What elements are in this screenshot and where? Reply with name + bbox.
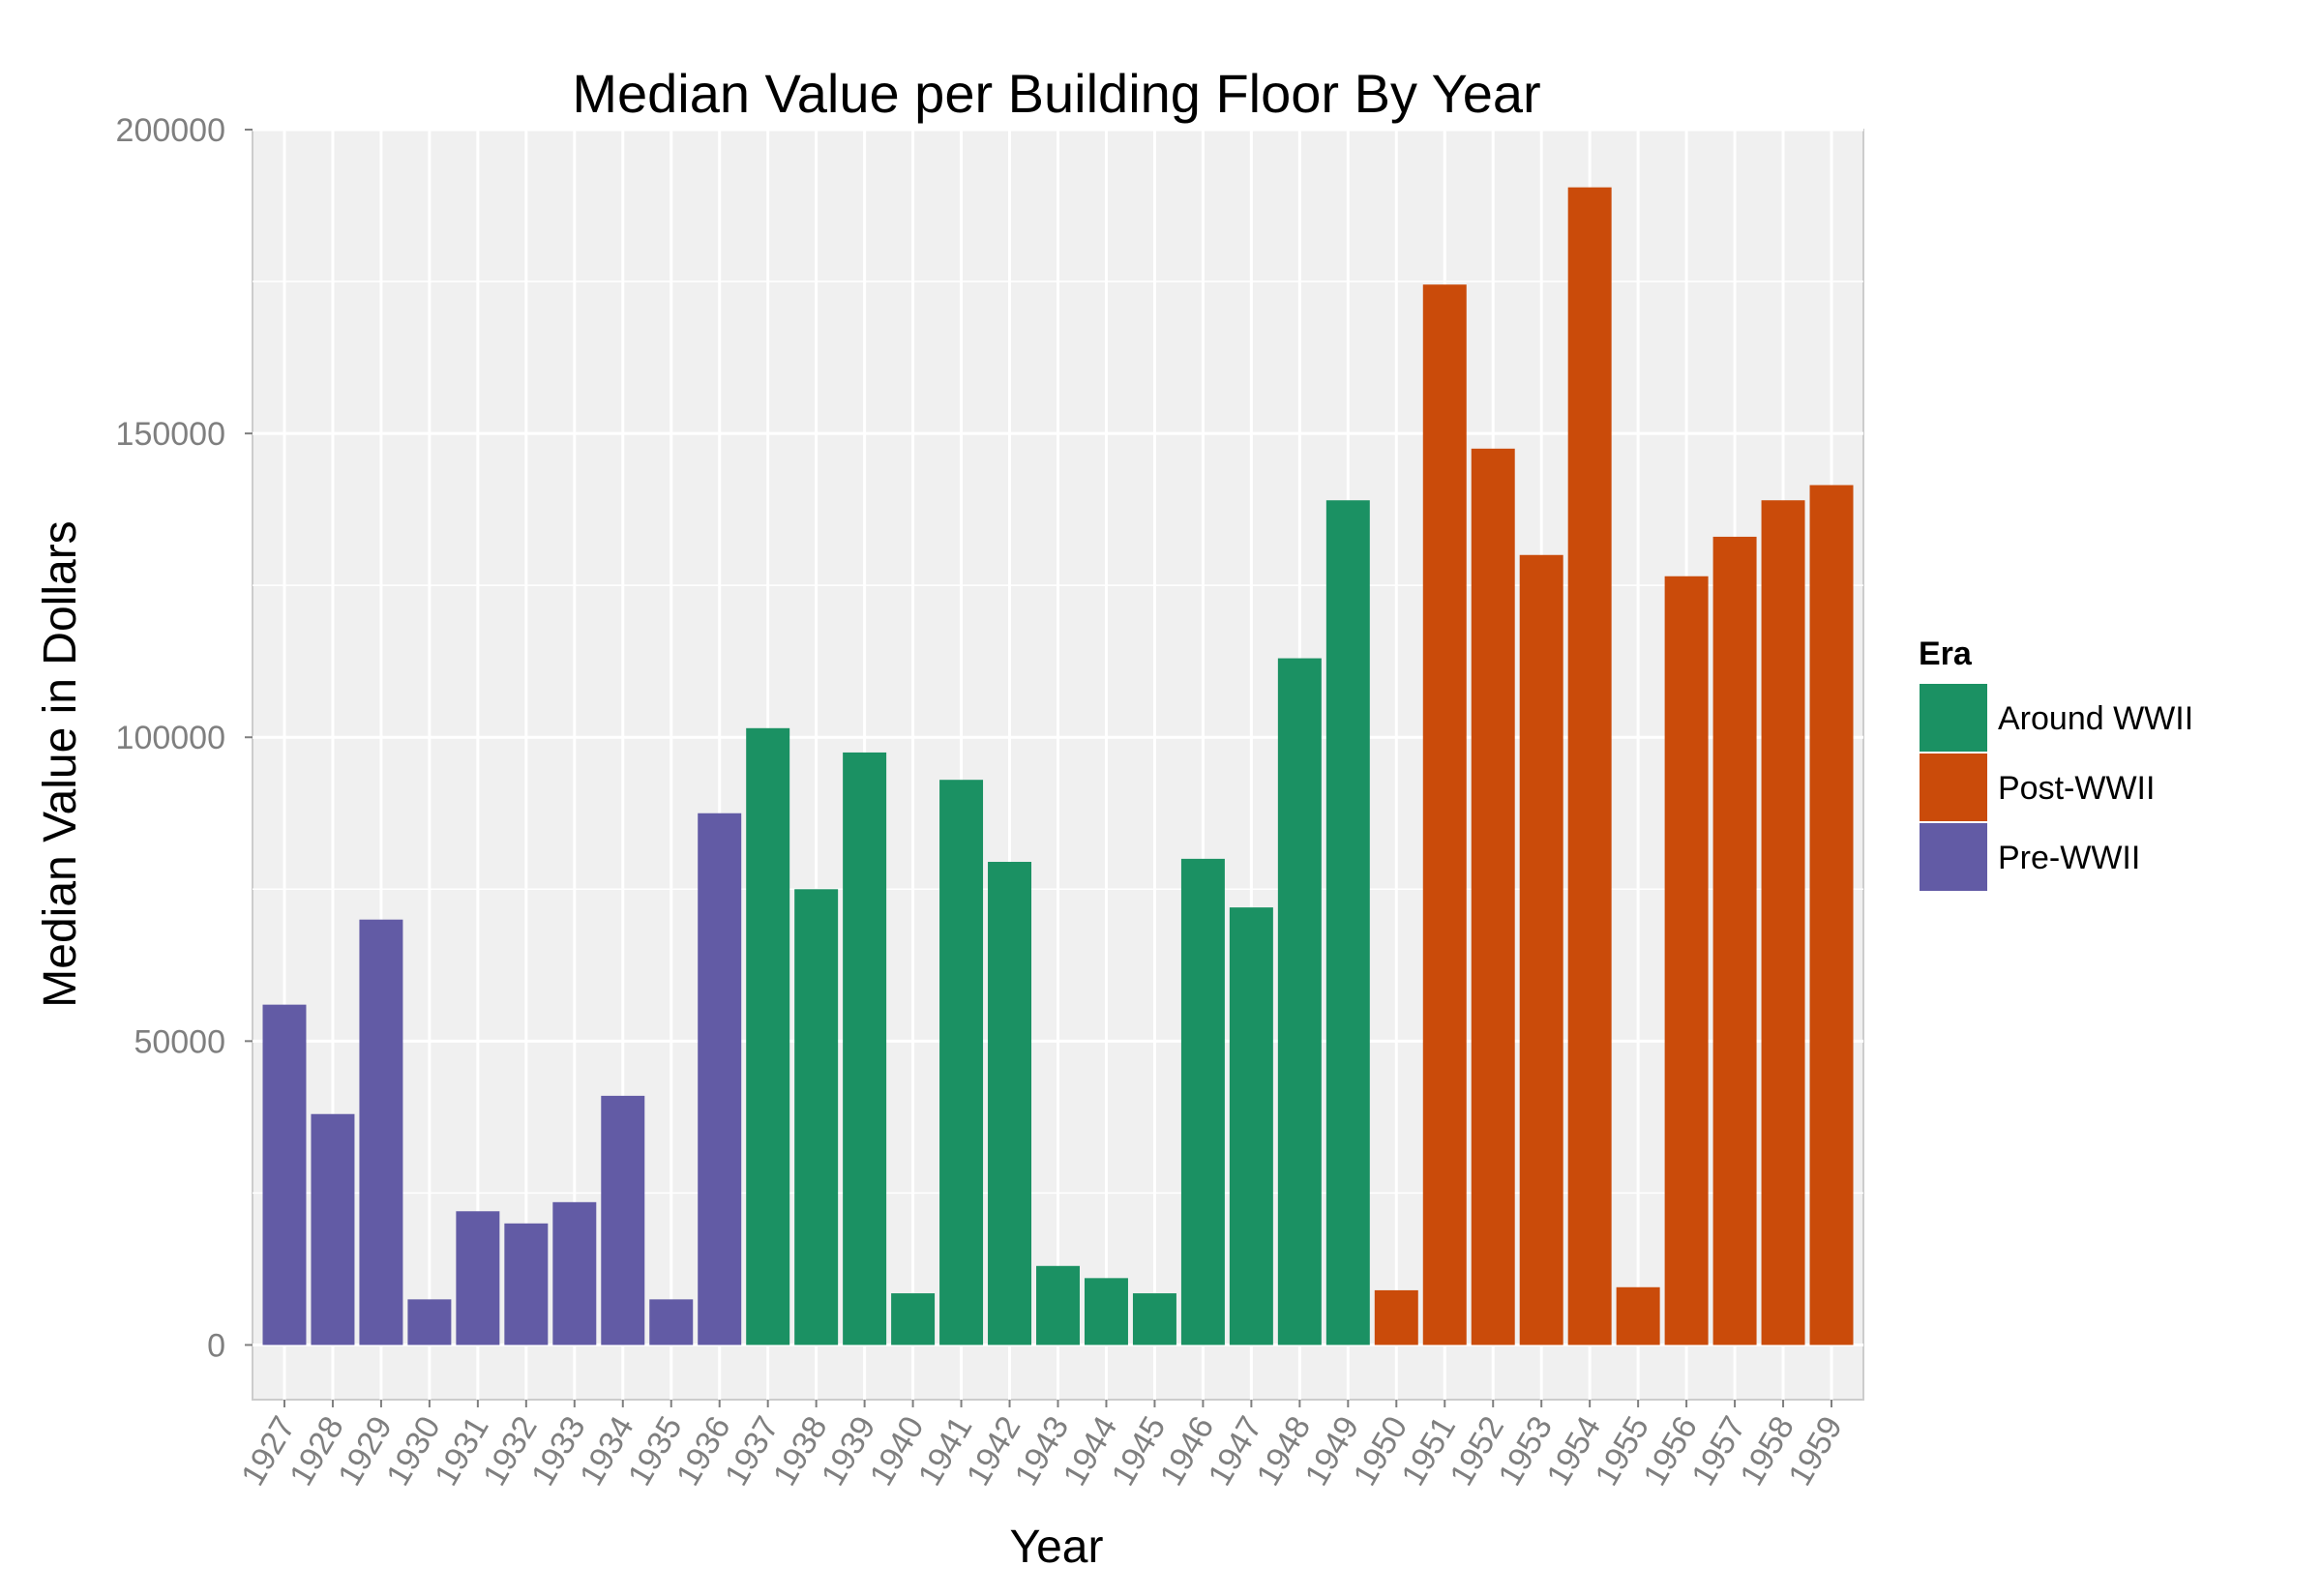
- bar-1944: [1084, 1278, 1128, 1345]
- x-axis-title: Year: [1010, 1522, 1104, 1573]
- legend-label: Pre-WWII: [1998, 840, 2140, 876]
- bar-1927: [262, 1004, 307, 1345]
- y-tick-label: 200000: [116, 112, 225, 149]
- x-axis-ticks: 1927192819291930193119321933193419351936…: [234, 1400, 1850, 1493]
- legend-swatch: [1918, 821, 1989, 893]
- legend-swatch: [1918, 752, 1989, 823]
- bar-1952: [1471, 448, 1515, 1345]
- bar-1953: [1519, 554, 1563, 1345]
- legend-title: Era: [1919, 635, 1973, 672]
- bar-1957: [1712, 536, 1757, 1345]
- y-axis-title: Median Value in Dollars: [35, 520, 86, 1007]
- bar-1937: [746, 727, 790, 1345]
- bar-1942: [988, 862, 1032, 1345]
- bar-1946: [1180, 858, 1225, 1345]
- bar-1950: [1374, 1289, 1418, 1345]
- bar-1931: [456, 1211, 500, 1345]
- bar-1949: [1325, 500, 1370, 1345]
- y-tick-label: 50000: [134, 1023, 225, 1060]
- bar-1947: [1229, 907, 1273, 1345]
- bar-1943: [1036, 1265, 1080, 1345]
- y-axis-ticks: 0 50000 100000 150000 200000: [116, 112, 253, 1364]
- bar-1954: [1567, 187, 1612, 1345]
- bar-1940: [891, 1293, 936, 1345]
- bar-1955: [1616, 1286, 1660, 1345]
- bar-1932: [504, 1223, 549, 1345]
- bar-1959: [1809, 485, 1854, 1345]
- bar-1929: [359, 919, 403, 1345]
- bar-1939: [843, 752, 887, 1345]
- bar-1951: [1422, 284, 1467, 1345]
- y-tick-label: 150000: [116, 416, 225, 453]
- y-tick-label: 100000: [116, 720, 225, 756]
- bars: [262, 187, 1854, 1345]
- bar-1935: [649, 1299, 694, 1345]
- bar-1936: [698, 813, 742, 1345]
- y-tick-label: 0: [207, 1327, 225, 1364]
- legend-label: Post-WWII: [1998, 770, 2155, 807]
- bar-1958: [1761, 500, 1805, 1345]
- legend-swatch: [1918, 682, 1989, 754]
- legend-label: Around WWII: [1998, 700, 2193, 737]
- bar-1945: [1132, 1293, 1176, 1345]
- bar-1934: [601, 1095, 645, 1345]
- chart-title: Median Value per Building Floor By Year: [572, 63, 1540, 124]
- bar-1941: [939, 780, 984, 1345]
- bar-1938: [794, 889, 839, 1345]
- bar-1930: [407, 1299, 452, 1345]
- bar-1948: [1277, 658, 1322, 1345]
- bar-1928: [311, 1113, 355, 1345]
- bar-1933: [552, 1201, 597, 1345]
- x-tick-label: 1959: [1781, 1410, 1850, 1493]
- bar-1956: [1664, 576, 1709, 1345]
- legend: Era Around WWII Post-WWII Pre-WWII: [1918, 635, 2193, 893]
